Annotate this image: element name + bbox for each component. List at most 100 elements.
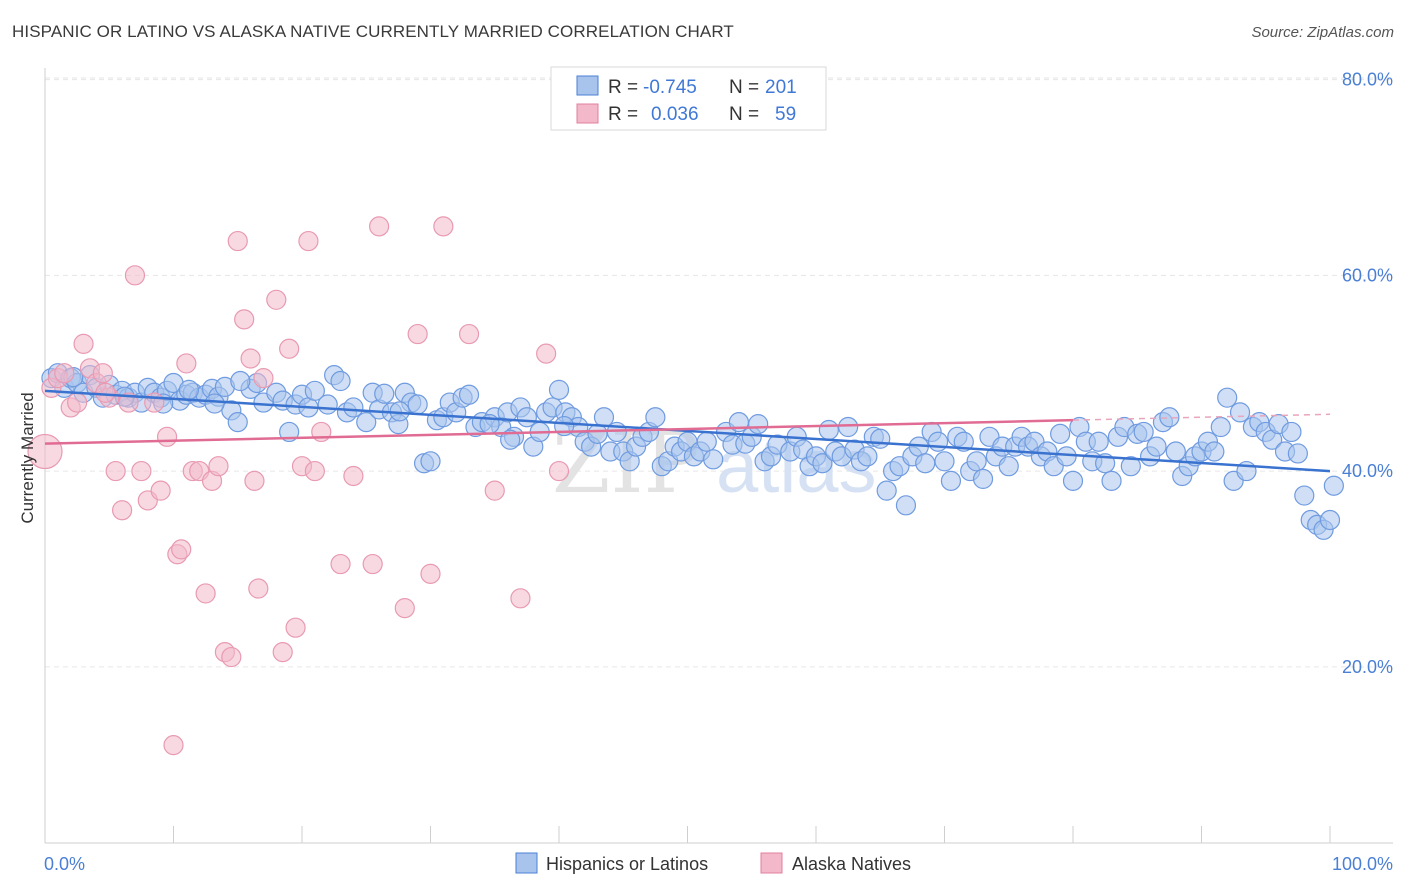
trend-lines xyxy=(44,389,1331,473)
alaska-point xyxy=(369,216,390,237)
alaska-point xyxy=(118,392,139,413)
hispanic-point xyxy=(356,412,377,433)
hispanic-point xyxy=(178,379,200,400)
hispanic-point xyxy=(870,428,891,449)
alaska-point xyxy=(304,460,325,482)
hispanic-point xyxy=(279,421,300,443)
hispanic-point xyxy=(998,456,1019,477)
y-axis-label: Currently Married xyxy=(18,392,37,523)
hispanic-point xyxy=(1056,446,1077,467)
hispanic-point xyxy=(696,431,717,452)
hispanic-point xyxy=(1319,509,1341,531)
hispanic-point xyxy=(812,453,833,474)
hispanic-point xyxy=(1062,470,1084,491)
alaska-point xyxy=(234,309,255,330)
alaska-point xyxy=(171,539,192,560)
alaska-point xyxy=(131,460,152,482)
hispanic-point xyxy=(1165,441,1186,462)
bottom-legend-swatch-blue xyxy=(515,852,538,874)
hispanic-point xyxy=(927,431,949,452)
hispanic-point xyxy=(548,379,570,400)
alaska-point xyxy=(111,500,133,521)
alaska-point xyxy=(124,265,146,286)
hispanic-point xyxy=(940,470,962,491)
hispanic-point xyxy=(895,495,917,516)
stats-r-label-pink: R = xyxy=(608,104,638,125)
alaska-point xyxy=(95,382,116,403)
y-tick-labels: 20.0% 40.0% 60.0% 80.0% xyxy=(1342,70,1393,677)
hispanic-point xyxy=(703,449,724,470)
alaska-point xyxy=(163,735,184,756)
series-hispanics-points xyxy=(41,363,1344,540)
alaska-point xyxy=(279,338,300,359)
hispanic-point xyxy=(1146,436,1167,457)
alaska-point xyxy=(248,578,269,599)
hispanic-point xyxy=(374,383,395,404)
alaska-point xyxy=(266,289,287,310)
alaska-point xyxy=(272,642,293,663)
alaska-point xyxy=(548,460,570,482)
bottom-legend-label-pink: Alaska Natives xyxy=(792,854,911,874)
hispanic-point xyxy=(645,407,666,428)
gridlines xyxy=(45,77,1393,668)
hispanic-point xyxy=(593,407,615,428)
hispanic-point xyxy=(230,370,251,392)
alaska-point xyxy=(244,470,265,491)
stats-n-value-blue: 201 xyxy=(765,77,797,98)
stats-n-label-pink: N = xyxy=(729,104,759,125)
alaska-point xyxy=(176,353,197,374)
y-tick-label: 20.0% xyxy=(1342,657,1393,677)
stats-n-value-pink: 59 xyxy=(775,104,796,125)
hispanic-point xyxy=(516,407,537,428)
bottom-legend: Hispanics or Latinos Alaska Natives xyxy=(515,852,911,874)
hispanic-point xyxy=(204,393,225,414)
hispanic-point xyxy=(407,394,428,415)
hispanic-point xyxy=(953,431,974,452)
hispanic-point xyxy=(420,451,441,472)
y-tick-label: 60.0% xyxy=(1342,265,1393,285)
x-tick-label-min: 0.0% xyxy=(44,854,85,874)
alaska-trend-extension xyxy=(1072,413,1331,421)
hispanic-point xyxy=(1287,443,1308,464)
alaska-point xyxy=(285,617,306,638)
hispanic-point xyxy=(1204,441,1225,462)
alaska-point xyxy=(343,465,364,487)
alaska-point xyxy=(105,460,126,482)
hispanic-point xyxy=(1281,421,1302,443)
alaska-point xyxy=(54,363,75,384)
hispanic-point xyxy=(1323,475,1344,496)
stats-r-value-pink: 0.036 xyxy=(651,104,699,125)
hispanic-trend-line xyxy=(44,389,1331,473)
hispanic-point xyxy=(1101,470,1122,491)
hispanic-point xyxy=(966,451,987,472)
stats-legend: R = -0.745 N = 201 R = 0.036 N = 59 xyxy=(550,66,827,131)
stats-legend-swatch-blue xyxy=(576,75,599,96)
alaska-point xyxy=(227,230,248,252)
hispanic-point xyxy=(838,416,859,438)
hispanic-point xyxy=(1088,431,1109,452)
hispanic-point xyxy=(317,394,338,415)
alaska-point xyxy=(458,323,480,345)
source-label: Source: ZipAtlas.com xyxy=(1251,24,1394,41)
alaska-point xyxy=(67,392,88,413)
hispanic-point xyxy=(1229,402,1251,423)
alaska-point xyxy=(510,588,531,609)
hispanic-point xyxy=(304,380,325,401)
alaska-point xyxy=(484,480,505,501)
hispanic-point xyxy=(1133,421,1154,443)
alaska-point xyxy=(433,216,454,237)
alaska-point xyxy=(394,597,415,619)
hispanic-point xyxy=(1294,485,1315,506)
hispanic-point xyxy=(458,384,480,405)
alaska-point xyxy=(240,348,261,369)
bottom-legend-swatch-pink xyxy=(760,852,783,874)
alaska-point xyxy=(330,553,351,575)
alaska-point xyxy=(73,333,94,354)
alaska-point xyxy=(92,363,113,384)
series-alaska-points xyxy=(27,216,570,756)
alaska-point xyxy=(298,230,319,252)
hispanic-point xyxy=(1120,456,1141,477)
stats-r-label-blue: R = xyxy=(608,77,638,98)
hispanic-point xyxy=(876,480,897,501)
